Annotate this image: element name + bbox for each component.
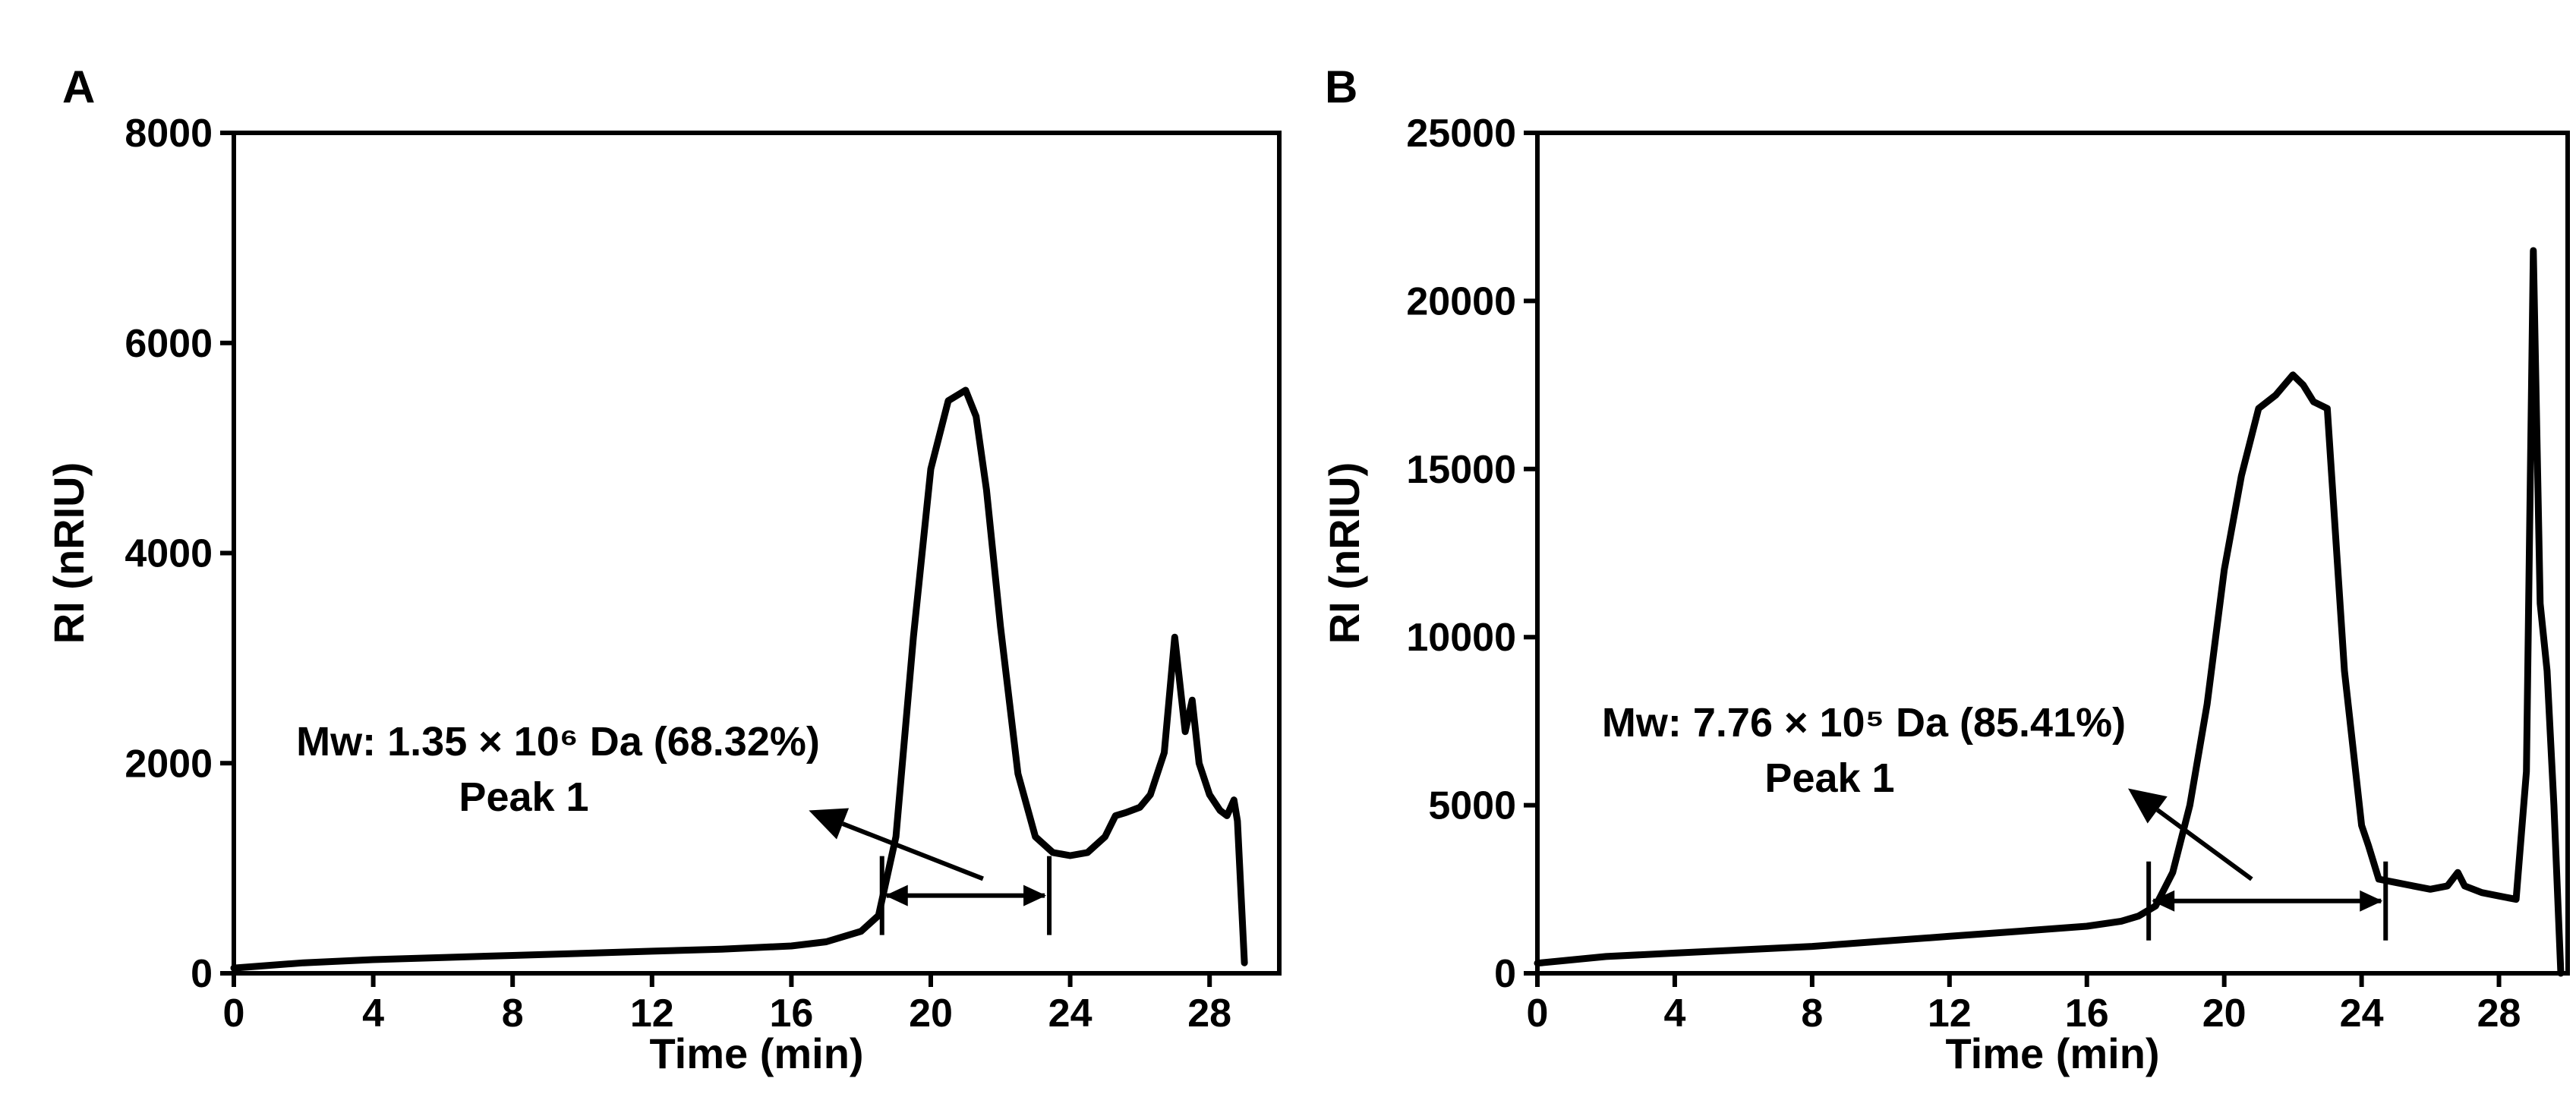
y-tick-label: 20000 [1406, 279, 1516, 323]
x-tick-label: 8 [502, 992, 524, 1036]
panel-a-label: A [62, 61, 95, 112]
y-tick-label: 15000 [1406, 448, 1516, 492]
y-tick-label: 6000 [125, 322, 213, 366]
series-line [1534, 247, 2565, 977]
x-tick-label: 12 [1928, 992, 1972, 1036]
panel-b-series [1534, 247, 2565, 977]
pointer-arrow-shaft [841, 821, 984, 881]
panel-a-series [230, 386, 1248, 972]
panel-b-x-axis: 0 4 8 12 16 20 24 28 [1527, 973, 2521, 1036]
plot-border [232, 131, 1282, 976]
panel-a-x-axis: 0 4 8 12 16 20 24 28 [223, 973, 1231, 1036]
x-tick-label: 16 [769, 992, 813, 1036]
panel-a-plot-frame [232, 131, 1282, 976]
y-tick-label: 10000 [1406, 616, 1516, 660]
x-tick-label: 24 [2340, 992, 2384, 1036]
plot-border [1535, 131, 2570, 976]
panel-a-y-axis: 0 2000 4000 6000 8000 [125, 112, 234, 996]
panel-b-annotation-shapes [2128, 788, 2388, 941]
bracket-right-arrowhead [2360, 890, 2383, 912]
x-tick-label: 20 [2202, 992, 2247, 1036]
pointer-arrow-shaft [2155, 808, 2253, 881]
bracket-right-arrowhead [1023, 884, 1047, 906]
pointer-arrowhead [2128, 788, 2168, 824]
panel-a-peak-label: Peak 1 [459, 774, 588, 820]
x-tick-label: 28 [1187, 992, 1231, 1036]
x-tick-label: 4 [362, 992, 384, 1036]
x-tick-label: 24 [1048, 992, 1093, 1036]
y-tick-label: 0 [191, 952, 213, 996]
panel-b-y-axis-title: RI (nRIU) [1320, 462, 1368, 645]
x-tick-label: 28 [2477, 992, 2521, 1036]
x-tick-label: 0 [1527, 992, 1549, 1036]
x-tick-label: 12 [630, 992, 674, 1036]
x-tick-label: 20 [909, 992, 953, 1036]
y-tick-label: 2000 [125, 742, 213, 786]
panel-b-x-axis-title: Time (min) [1945, 1029, 2159, 1077]
pointer-arrowhead [809, 808, 850, 840]
x-tick-label: 0 [223, 992, 245, 1036]
bracket-left-arrowhead [884, 884, 908, 906]
y-tick-label: 8000 [125, 112, 213, 156]
x-tick-label: 16 [2065, 992, 2109, 1036]
panel-b: B 0 5000 10000 15000 20000 25000 0 4 8 12 16 20 24 2… [1320, 61, 2570, 1077]
panel-b-mw-annotation: Mw: 7.76 × 10⁵ Da (85.41%) [1602, 700, 2126, 746]
panel-a-x-axis-title: Time (min) [649, 1029, 863, 1077]
panel-a-annotation-shapes [809, 808, 1052, 935]
panel-a-y-axis-title: RI (nRIU) [45, 462, 93, 645]
panel-b-plot-frame [1535, 131, 2570, 976]
panel-b-y-axis: 0 5000 10000 15000 20000 25000 [1406, 112, 1537, 996]
y-tick-label: 25000 [1406, 112, 1516, 156]
panel-a: A 0 2000 4000 6000 8000 0 4 8 12 16 20 24 28 RI (nR… [45, 61, 1282, 1077]
y-tick-label: 0 [1494, 952, 1516, 996]
panel-a-mw-annotation: Mw: 1.35 × 10⁶ Da (68.32%) [296, 719, 820, 765]
y-tick-label: 4000 [125, 532, 213, 576]
panel-b-label: B [1325, 61, 1357, 112]
x-tick-label: 8 [1801, 992, 1823, 1036]
panel-b-peak-label: Peak 1 [1764, 755, 1894, 801]
x-tick-label: 4 [1663, 992, 1685, 1036]
series-line [230, 386, 1248, 972]
bracket-left-arrowhead [2152, 890, 2175, 912]
y-tick-label: 5000 [1428, 784, 1516, 828]
